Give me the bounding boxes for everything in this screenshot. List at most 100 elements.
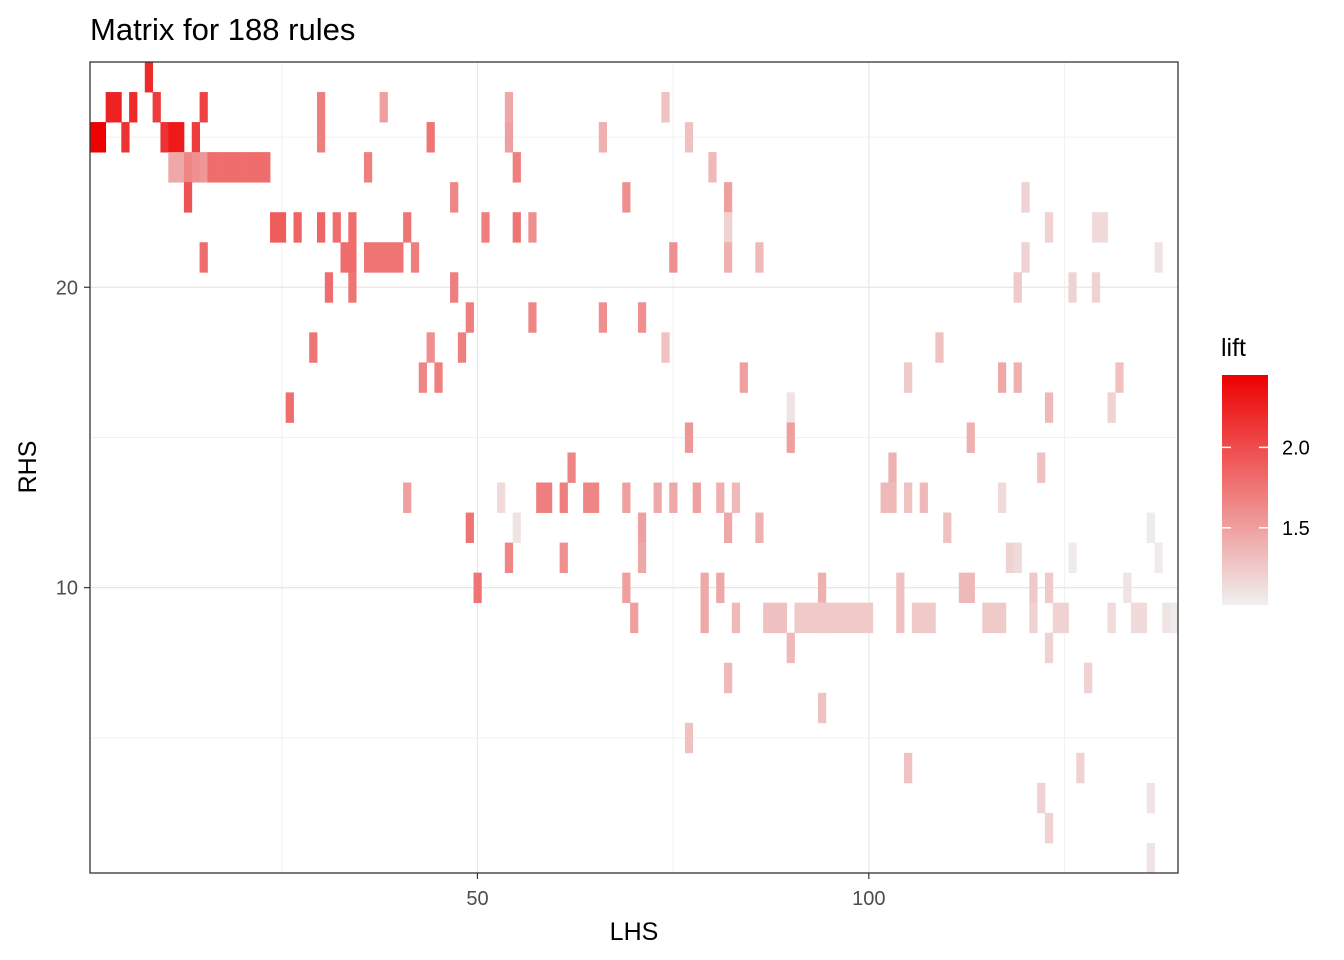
heatmap-cell — [1021, 182, 1030, 213]
heatmap-cell — [371, 242, 381, 273]
heatmap-cell — [724, 662, 733, 694]
heatmap-cell — [395, 242, 404, 273]
heatmap-cell — [1091, 212, 1101, 243]
heatmap-cell — [802, 602, 811, 634]
heatmap-cell — [199, 92, 208, 123]
heatmap-cell — [450, 272, 459, 303]
heatmap-cell — [1107, 392, 1116, 423]
heatmap-cell — [622, 482, 631, 513]
heatmap-cell — [778, 602, 788, 634]
heatmap-cell — [270, 212, 279, 243]
heatmap-cell — [465, 302, 474, 333]
heatmap-cell — [927, 602, 936, 634]
heatmap-cell — [598, 302, 608, 333]
heatmap-cell — [504, 122, 514, 153]
heatmap-cell — [896, 602, 905, 634]
heatmap-cell — [387, 242, 396, 273]
heatmap-cell — [1068, 542, 1077, 574]
heatmap-cell — [684, 422, 694, 453]
heatmap-cell — [724, 242, 733, 273]
heatmap-cell — [90, 122, 99, 153]
heatmap-cell — [1154, 542, 1163, 574]
legend-tick-label: 2.0 — [1282, 437, 1310, 459]
heatmap-cell — [763, 602, 772, 634]
heatmap-cell — [379, 242, 388, 273]
heatmap-cell — [770, 602, 780, 634]
heatmap-cell — [904, 362, 913, 393]
heatmap-cell — [1044, 212, 1054, 243]
heatmap-cell — [739, 362, 748, 393]
heatmap-cell — [1044, 392, 1054, 423]
heatmap-cell — [1029, 602, 1038, 634]
heatmap-cell — [324, 272, 334, 303]
heatmap-cell — [708, 152, 717, 183]
heatmap-cell — [207, 152, 216, 183]
plot-background — [90, 62, 1178, 873]
heatmap-cell — [504, 542, 514, 574]
heatmap-cell — [176, 152, 185, 183]
heatmap-cell — [684, 122, 694, 153]
heatmap-cell — [434, 362, 443, 393]
heatmap-cell — [888, 482, 897, 513]
heatmap-cell — [684, 722, 694, 754]
heatmap-cell — [598, 122, 608, 153]
heatmap-cell — [1146, 782, 1155, 814]
heatmap-cell — [1146, 842, 1155, 874]
heatmap-cell — [348, 272, 357, 303]
heatmap-cell — [238, 152, 247, 183]
heatmap-cell — [1044, 632, 1054, 664]
heatmap-cell — [230, 152, 240, 183]
heatmap-cell — [559, 482, 568, 513]
heatmap-cell — [465, 512, 474, 543]
heatmap-cell — [457, 332, 467, 363]
heatmap-cell — [1037, 452, 1046, 483]
heatmap-cell — [833, 602, 842, 634]
heatmap-cell — [97, 122, 107, 153]
heatmap-cell — [716, 572, 725, 604]
x-tick-label: 100 — [852, 888, 885, 910]
heatmap-cell — [1091, 272, 1101, 303]
heatmap-cell — [864, 602, 874, 634]
heatmap-cell — [943, 512, 952, 543]
heatmap-cell — [841, 602, 850, 634]
heatmap-cell — [332, 212, 341, 243]
heatmap-cell — [911, 602, 921, 634]
heatmap-cell — [622, 572, 631, 604]
heatmap-cell — [904, 752, 913, 784]
heatmap-cell — [528, 212, 537, 243]
heatmap-cell — [810, 602, 819, 634]
heatmap-cell — [254, 152, 263, 183]
heatmap-cell — [426, 122, 435, 153]
plot-border — [89, 61, 1179, 874]
x-axis-label: LHS — [610, 918, 659, 946]
heatmap-cell — [1123, 572, 1132, 604]
heatmap-cell — [277, 212, 287, 243]
heatmap-cell — [528, 302, 537, 333]
heatmap-cell — [755, 242, 764, 273]
heatmap-cell — [199, 152, 208, 183]
heatmap-cell — [1162, 602, 1171, 634]
heatmap-cell — [246, 152, 255, 183]
heatmap-cell — [700, 572, 709, 604]
heatmap-cell — [794, 602, 803, 634]
heatmap-cell — [121, 122, 130, 153]
legend: lift 1.5 2.0 — [1221, 334, 1310, 605]
heatmap-cells — [90, 62, 1179, 874]
heatmap-cell — [637, 512, 647, 543]
heatmap-cell — [1154, 242, 1163, 273]
heatmap-cell — [512, 512, 521, 543]
heatmap-cell — [215, 152, 224, 183]
heatmap-cell — [817, 602, 827, 634]
heatmap-cell — [450, 182, 459, 213]
heatmap-cell — [481, 212, 490, 243]
legend-ticks: 1.5 2.0 — [1222, 437, 1310, 540]
heatmap-cell — [731, 602, 741, 634]
heatmap-cell — [904, 482, 913, 513]
heatmap-cell — [363, 242, 373, 273]
x-tick-label: 50 — [466, 888, 488, 910]
heatmap-cell — [653, 482, 662, 513]
heatmap-cell — [1146, 512, 1155, 543]
heatmap-cell — [348, 212, 357, 243]
x-axis-ticks: 50 100 — [466, 873, 886, 910]
